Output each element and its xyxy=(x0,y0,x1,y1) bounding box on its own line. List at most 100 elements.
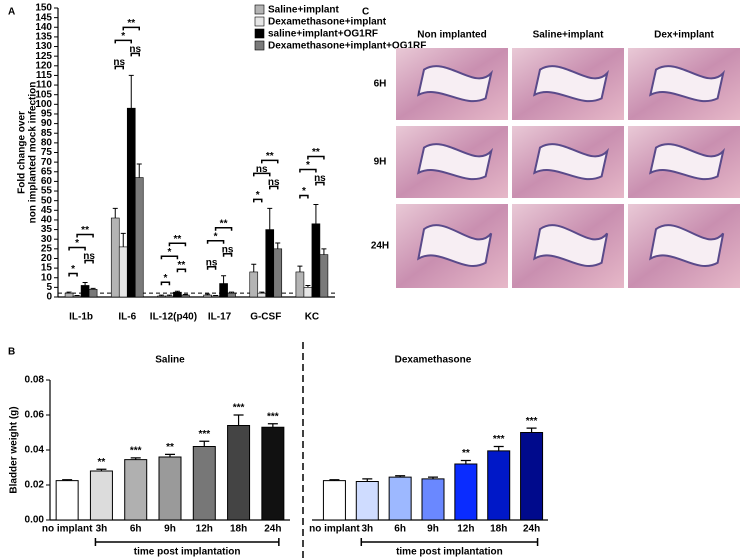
error-bar xyxy=(493,445,504,451)
panel-label: A xyxy=(8,7,15,18)
significance-label: ** xyxy=(174,234,182,245)
error-bar xyxy=(136,163,142,178)
significance-bracket xyxy=(261,159,279,164)
y-tick-label: 20 xyxy=(41,253,53,264)
x-axis-label: time post implantation xyxy=(134,547,241,558)
panel-label: B xyxy=(8,347,15,358)
y-tick-label: 0.04 xyxy=(25,445,45,456)
bar xyxy=(181,294,190,298)
x-tick-label: 3h xyxy=(96,524,108,535)
error-bar xyxy=(362,478,373,482)
significance-label: ns xyxy=(314,173,326,184)
bar xyxy=(227,292,236,298)
error-bar xyxy=(526,427,537,433)
significance-label: ns xyxy=(268,177,280,188)
bar xyxy=(118,246,128,298)
tissue-lumen xyxy=(532,65,609,103)
error-bar xyxy=(130,457,141,460)
bar xyxy=(319,254,329,298)
bar xyxy=(134,177,144,298)
significance-label: * xyxy=(71,264,75,275)
y-tick-label: 15 xyxy=(41,263,53,274)
legend-swatch xyxy=(254,16,265,27)
significance-bracket xyxy=(160,255,179,260)
error-bar xyxy=(297,265,303,272)
bar xyxy=(487,450,511,521)
error-bar xyxy=(259,291,265,294)
significance-bracket xyxy=(206,240,225,244)
significance-label: * xyxy=(121,31,125,42)
error-bar xyxy=(305,284,311,288)
y-tick-label: 10 xyxy=(41,272,53,283)
bar xyxy=(322,480,346,521)
x-tick-label: 12h xyxy=(457,524,474,535)
significance-bracket xyxy=(114,65,124,70)
bar xyxy=(126,107,136,298)
bar xyxy=(257,292,267,298)
error-bar xyxy=(321,248,327,255)
significance-label: ** xyxy=(220,218,228,229)
y-tick-label: 60 xyxy=(41,176,53,187)
significance-label: ns xyxy=(83,251,95,262)
y-tick-label: 90 xyxy=(41,118,53,129)
error-bar xyxy=(460,459,471,464)
x-tick-label: 24h xyxy=(523,524,540,535)
significance-label: ** xyxy=(266,151,274,162)
y-tick-label: 110 xyxy=(36,80,53,91)
column-header: Non implanted xyxy=(417,30,486,41)
y-tick-label: 0.02 xyxy=(25,480,45,491)
y-axis-label: Fold change over xyxy=(17,111,28,194)
y-tick-label: 70 xyxy=(41,157,53,168)
x-tick-label: IL-12(p40) xyxy=(150,312,197,323)
error-bar xyxy=(313,204,319,224)
significance-label: ns xyxy=(222,244,234,255)
tissue-lumen xyxy=(416,143,493,181)
error-bar xyxy=(158,294,164,297)
error-bar xyxy=(96,468,107,471)
significance-label: ** xyxy=(127,18,135,29)
error-bar xyxy=(62,479,73,481)
significance-bracket xyxy=(176,268,187,273)
y-tick-label: 0.00 xyxy=(25,515,45,526)
significance-bracket xyxy=(130,52,140,57)
significance-label: * xyxy=(163,273,167,284)
bar xyxy=(157,295,166,298)
significance-label: * xyxy=(302,186,306,197)
tissue-lumen xyxy=(416,65,493,103)
x-tick-label: KC xyxy=(305,312,319,323)
significance-label: *** xyxy=(267,411,279,422)
y-tick-label: 120 xyxy=(35,60,52,71)
bar xyxy=(303,287,313,298)
tissue-lumen xyxy=(648,143,725,181)
significance-label: ns xyxy=(113,57,125,68)
error-bar xyxy=(428,476,438,479)
x-tick-label: 6h xyxy=(130,524,142,535)
significance-label: ** xyxy=(166,442,174,453)
significance-bracket xyxy=(299,168,317,173)
bar xyxy=(454,463,478,521)
time-bracket xyxy=(360,538,539,546)
error-bar xyxy=(112,207,118,219)
significance-label: *** xyxy=(130,446,142,457)
legend-label: Saline+implant xyxy=(268,5,340,16)
legend-swatch xyxy=(254,28,265,39)
significance-bracket xyxy=(122,26,140,31)
bar xyxy=(89,470,113,521)
error-bar xyxy=(233,414,244,426)
error-bar xyxy=(229,291,235,294)
x-tick-label: 18h xyxy=(490,524,507,535)
y-tick-label: 55 xyxy=(41,186,53,197)
significance-label: ** xyxy=(81,225,89,236)
column-header: Dex+implant xyxy=(654,30,714,41)
bar xyxy=(265,229,275,298)
chart-title: Saline xyxy=(155,355,185,366)
y-tick-label: 50 xyxy=(41,195,53,206)
significance-label: ** xyxy=(98,457,106,468)
tissue-lumen xyxy=(649,224,725,267)
error-bar xyxy=(82,282,88,286)
x-tick-label: 3h xyxy=(361,524,373,535)
tissue-lumen xyxy=(533,224,609,267)
y-tick-label: 30 xyxy=(41,234,53,245)
bar xyxy=(249,271,259,298)
significance-bracket xyxy=(206,266,217,270)
